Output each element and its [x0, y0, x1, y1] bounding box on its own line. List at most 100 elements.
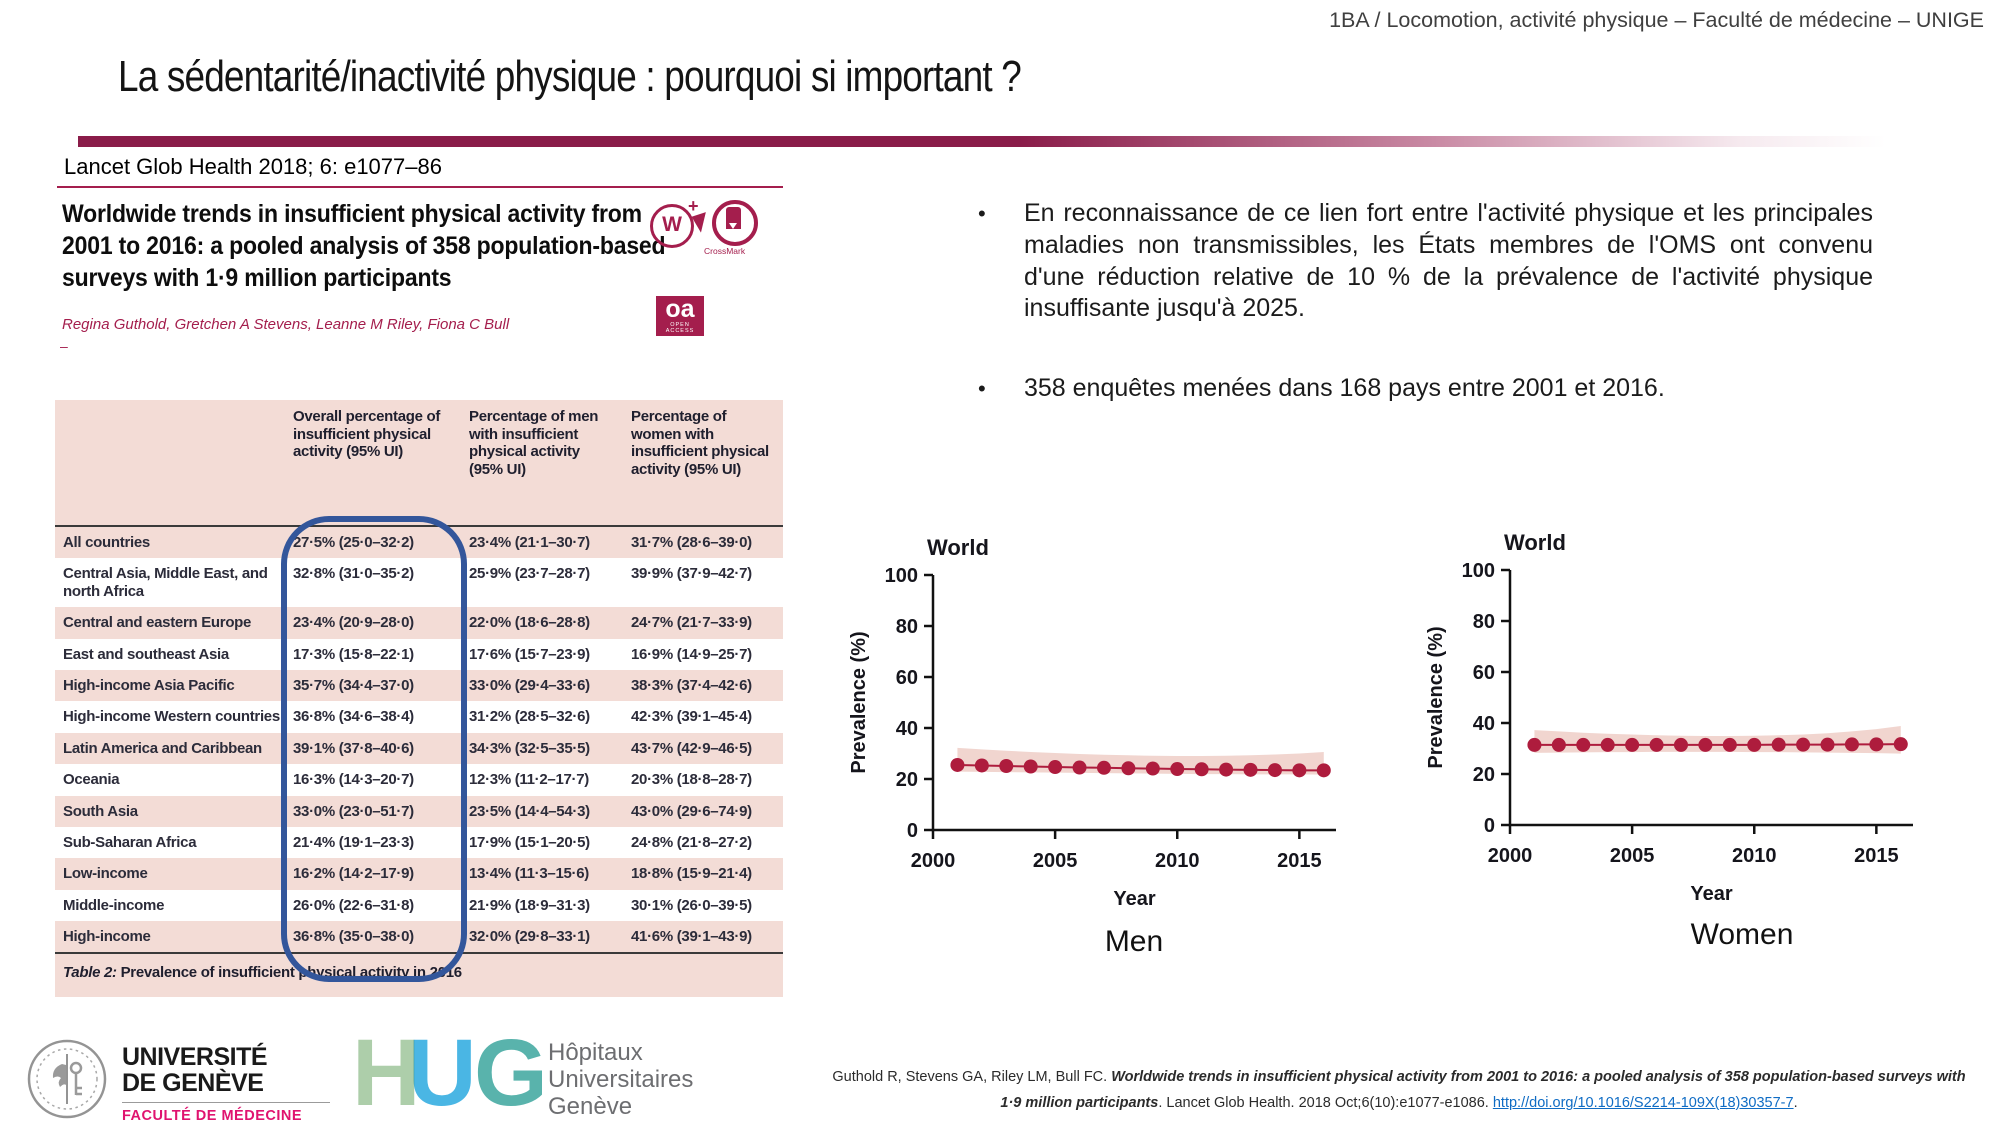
table-row: Latin America and Caribbean 39·1% (37·8–4… — [55, 732, 783, 765]
hug-wordmark: Hôpitaux Universitaires Genève — [548, 1039, 694, 1121]
column-header — [55, 400, 285, 527]
table-row: High-income 36·8% (35·0–38·0) 32·0% (29·8–… — [55, 921, 783, 954]
cell-men: 22·0% (18·6–28·8) — [461, 607, 623, 639]
unige-seal-icon — [27, 1039, 107, 1119]
open-access-badge: oa OPEN ACCESS — [656, 296, 704, 336]
cell-women: 24·8% (21·8–27·2) — [631, 833, 752, 851]
cell-region: Sub-Saharan Africa — [63, 833, 197, 851]
bullet-text: En reconnaissance de ce lien fort entre … — [1024, 199, 1873, 323]
svg-text:2000: 2000 — [911, 850, 956, 872]
table-row: Low-income 16·2% (14·2–17·9) 13·4% (11·3–1… — [55, 858, 783, 890]
table-row: Sub-Saharan Africa 21·4% (19·1–23·3) 17·9%… — [55, 827, 783, 858]
cell-region: Central Asia, Middle East, and north Afr… — [63, 565, 268, 600]
cell-men: 17·9% (15·1–20·5) — [469, 833, 590, 851]
svg-text:2005: 2005 — [1033, 850, 1078, 872]
cell-region: High-income Western countries — [63, 708, 280, 726]
plus-icon: + — [688, 196, 699, 216]
journal-rule — [57, 186, 783, 188]
table-header-row: Overall percentage of insufficient physi… — [55, 400, 783, 527]
women-chart-label: Women — [1690, 918, 1794, 951]
paper-title: Worldwide trends in insufficient physica… — [62, 200, 666, 292]
bullet-dot: • — [978, 201, 986, 226]
cell-men: 23·4% (21·1–30·7) — [461, 526, 623, 559]
footer-citation: Guthold R, Stevens GA, Riley LM, Bull FC… — [805, 1064, 1993, 1116]
men-chart-label: Men — [1104, 925, 1164, 958]
svg-text:20: 20 — [1473, 764, 1495, 786]
svg-text:2000: 2000 — [1488, 845, 1533, 867]
cell-men: 32·0% (29·8–33·1) — [461, 921, 623, 954]
open-access-sub: OPEN ACCESS — [665, 322, 695, 334]
svg-text:Prevalence (%): Prevalence (%) — [1425, 626, 1447, 768]
cell-overall: 23·4% (20·9–28·0) — [285, 607, 461, 639]
svg-text:2010: 2010 — [1732, 845, 1777, 867]
cell-overall: 16·3% (14·3–20·7) — [293, 771, 414, 789]
table-caption-label: Table 2: — [63, 964, 117, 982]
svg-text:100: 100 — [885, 565, 918, 587]
column-header: Percentage of women with insufficient ph… — [623, 400, 783, 527]
svg-text:60: 60 — [1473, 662, 1495, 684]
table-row: Middle-income 26·0% (22·6–31·8) 21·9% (18·… — [55, 890, 783, 921]
hug-letter-g: G — [474, 1020, 548, 1126]
table-caption-row: Table 2: Prevalence of insufficient phys… — [55, 952, 783, 998]
cell-overall: 26·0% (22·6–31·8) — [293, 896, 414, 914]
bullet-text: 358 enquêtes menées dans 168 pays entre … — [1024, 374, 1665, 402]
cell-women: 38·3% (37·4–42·6) — [623, 669, 783, 702]
cell-region: Middle-income — [63, 896, 165, 914]
svg-text:60: 60 — [896, 667, 918, 689]
column-header: Overall percentage of insufficient physi… — [285, 400, 461, 527]
cell-men: 17·6% (15·7–23·9) — [469, 645, 590, 663]
paper-authors: Regina Guthold, Gretchen A Stevens, Lean… — [62, 316, 510, 333]
hug-letter-h: H — [352, 1020, 421, 1126]
list-item: • 358 enquêtes menées dans 168 pays entr… — [978, 373, 1873, 405]
svg-text:0: 0 — [1484, 815, 1495, 837]
table-row: Central Asia, Middle East, and north Afr… — [55, 558, 783, 607]
cursor-icon — [691, 212, 712, 234]
cell-overall: 16·2% (14·2–17·9) — [285, 858, 461, 890]
cell-women: 43·0% (29·6–74·9) — [623, 795, 783, 827]
cell-overall: 32·8% (31·0–35·2) — [293, 565, 414, 583]
cell-women: 43·7% (42·9–46·5) — [623, 732, 783, 765]
web-extra-icon: W — [650, 204, 694, 248]
title-underline-bar — [78, 136, 1886, 147]
cell-overall: 27·5% (25·0–32·2) — [285, 526, 461, 559]
cell-region: South Asia — [55, 795, 285, 827]
cell-women: 41·6% (39·1–43·9) — [623, 921, 783, 954]
hug-line-3: Genève — [548, 1092, 633, 1120]
crossmark-icon — [712, 200, 758, 246]
cell-women: 24·7% (21·7–33·9) — [623, 607, 783, 639]
svg-text:40: 40 — [1473, 713, 1495, 735]
unige-wordmark: UNIVERSITÉ DE GENÈVE FACULTÉ DE MÉDECINE — [122, 1044, 330, 1124]
cell-women: 30·1% (26·0–39·5) — [631, 896, 752, 914]
unige-faculty-label: FACULTÉ DE MÉDECINE — [122, 1108, 303, 1124]
svg-text:2010: 2010 — [1155, 850, 1200, 872]
cell-men: 33·0% (29·4–33·6) — [461, 669, 623, 702]
svg-text:Year: Year — [1690, 883, 1732, 905]
svg-text:80: 80 — [1473, 611, 1495, 633]
svg-text:20: 20 — [896, 769, 918, 791]
cell-overall: 39·1% (37·8–40·6) — [285, 732, 461, 765]
citation-line-1: Guthold R, Stevens GA, Riley LM, Bull FC… — [832, 1069, 1966, 1085]
hug-line-1: Hôpitaux — [548, 1039, 643, 1066]
cell-women: 20·3% (18·8–28·7) — [631, 771, 752, 789]
paper-dash: – — [60, 338, 68, 354]
hug-line-2: Universitaires — [548, 1065, 694, 1093]
citation-line-2: 1·9 million participants. Lancet Glob He… — [1000, 1095, 1798, 1112]
table-row: Oceania 16·3% (14·3–20·7) 12·3% (11·2–17·7… — [55, 764, 783, 795]
svg-text:0: 0 — [907, 820, 918, 842]
cell-men: 21·9% (18·9–31·3) — [469, 896, 590, 914]
cell-women: 39·9% (37·9–42·7) — [631, 565, 752, 583]
table-row: South Asia 33·0% (23·0–51·7) 23·5% (14·4–5… — [55, 795, 783, 827]
cell-men: 31·2% (28·5–32·6) — [469, 708, 590, 726]
doi-link[interactable]: http://doi.org/10.1016/S2214-109X(18)303… — [1492, 1095, 1794, 1112]
cell-overall: 17·3% (15·8–22·1) — [293, 645, 414, 663]
table-row: High-income Western countries 36·8% (34·6… — [55, 701, 783, 732]
table-row: All countries 27·5% (25·0–32·2) 23·4% (21·… — [55, 526, 783, 559]
svg-text:100: 100 — [1462, 560, 1495, 582]
cell-women: 31·7% (28·6–39·0) — [623, 526, 783, 559]
cell-region: Low-income — [55, 858, 285, 890]
unige-line-1: UNIVERSITÉ — [122, 1043, 268, 1071]
page-title: La sédentarité/inactivité physique : pou… — [118, 52, 1022, 101]
cell-region: Latin America and Caribbean — [55, 732, 285, 765]
svg-text:World: World — [1504, 530, 1566, 555]
hug-logo: H U G — [352, 1020, 552, 1126]
